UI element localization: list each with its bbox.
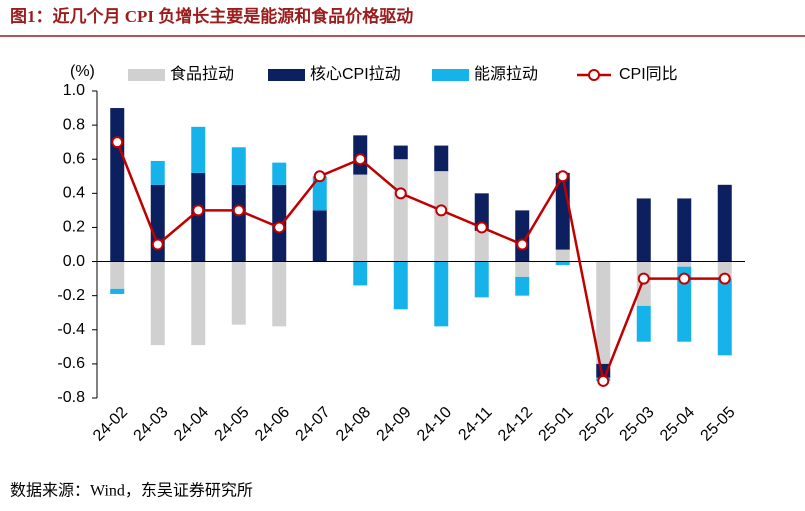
y-tick-label: 1.0 [63, 82, 85, 99]
bar [677, 261, 692, 267]
x-tick-label: 24-12 [495, 404, 536, 445]
x-tick-label: 24-07 [293, 404, 334, 445]
y-tick-label: -0.6 [57, 355, 85, 372]
x-tick-label: 24-04 [171, 404, 212, 445]
y-tick-label: -0.2 [57, 287, 85, 304]
bar [231, 184, 246, 262]
x-tick-label: 24-06 [252, 404, 293, 445]
cpi-marker [637, 272, 650, 285]
legend-label: 核心CPI拉动 [310, 65, 401, 83]
y-tick-label: 0.2 [63, 219, 85, 236]
bar [312, 210, 327, 262]
y-tick-label: 0.0 [63, 253, 85, 270]
y-tick-label: 0.6 [63, 150, 85, 167]
x-tick-label: 24-10 [414, 404, 455, 445]
y-tick-label: 0.8 [63, 116, 85, 133]
x-tick-label: 24-11 [455, 404, 495, 444]
bar [515, 276, 530, 296]
cpi-marker [718, 272, 731, 285]
bar [191, 261, 206, 346]
legend-label: 食品拉动 [170, 65, 234, 83]
cpi-marker [516, 238, 529, 251]
bar [474, 193, 489, 231]
cpi-marker [556, 170, 569, 183]
bar [353, 174, 368, 262]
bar [474, 230, 489, 262]
chart-title: 图1：近几个月 CPI 负增长主要是能源和食品价格驱动 [10, 6, 413, 26]
cpi-marker [151, 238, 164, 251]
cpi-marker [273, 221, 286, 234]
bar [191, 172, 206, 262]
legend-swatch [128, 69, 165, 81]
x-tick-label: 24-08 [333, 404, 374, 445]
legend-swatch [432, 69, 469, 81]
bar [596, 261, 611, 364]
bar [231, 147, 246, 185]
bar [312, 176, 327, 211]
bar [272, 162, 287, 185]
legend-marker [588, 69, 600, 81]
cpi-marker [313, 170, 326, 183]
bar [677, 266, 692, 342]
x-tick-label: 25-03 [617, 404, 658, 445]
bar [353, 261, 368, 286]
x-tick-label: 25-05 [698, 404, 739, 445]
bar [677, 198, 692, 262]
bar [474, 261, 489, 298]
bar [110, 108, 125, 262]
bar [393, 145, 408, 160]
bar [393, 159, 408, 262]
x-tick-label: 24-09 [374, 404, 415, 445]
cpi-marker [475, 221, 488, 234]
bar [555, 249, 570, 262]
x-tick-label: 25-02 [576, 404, 617, 445]
y-tick-label: -0.4 [57, 321, 85, 338]
cpi-marker [232, 204, 245, 217]
bar [110, 288, 125, 294]
x-tick-label: 24-03 [131, 404, 172, 445]
legend-label: 能源拉动 [474, 65, 538, 83]
cpi-marker [597, 374, 610, 387]
x-tick-label: 25-04 [657, 404, 698, 445]
cpi-marker [394, 187, 407, 200]
cpi-line [116, 141, 725, 386]
y-tick-label: 0.4 [63, 185, 85, 202]
bar [110, 261, 125, 289]
legend-swatch [268, 69, 305, 81]
y-unit: (%) [70, 63, 95, 80]
bar [272, 261, 287, 327]
bar [434, 261, 449, 327]
bar [191, 126, 206, 173]
source: 数据来源：Wind，东吴证券研究所 [10, 482, 253, 500]
bar [515, 261, 530, 277]
bar [717, 278, 732, 356]
bar [636, 198, 651, 262]
x-tick-label: 25-01 [536, 404, 577, 445]
bar [150, 160, 165, 185]
bar [231, 261, 246, 325]
x-tick-label: 24-02 [90, 404, 131, 445]
bar [434, 145, 449, 172]
bar [555, 261, 570, 265]
bar [393, 261, 408, 310]
cpi-marker [678, 272, 691, 285]
y-tick-label: -0.8 [57, 389, 85, 406]
cpi-marker [192, 204, 205, 217]
bar [717, 184, 732, 262]
legend-label: CPI同比 [619, 65, 678, 83]
x-tick-label: 24-05 [212, 404, 253, 445]
cpi-marker [354, 153, 367, 166]
bar [150, 261, 165, 346]
bar [636, 305, 651, 342]
cpi-marker [435, 204, 448, 217]
cpi-marker [111, 136, 124, 149]
